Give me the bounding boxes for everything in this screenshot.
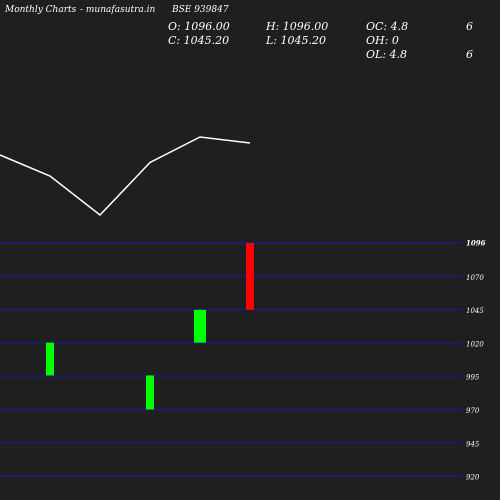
- y-tick-label: 970: [466, 407, 480, 415]
- candle-up: [46, 342, 54, 376]
- candle-up: [194, 309, 206, 343]
- candle-up: [146, 375, 154, 410]
- candles: [46, 243, 254, 410]
- price-axis: 1096 1070 1045 1020 995 970 945 920: [466, 239, 486, 482]
- grid-lines: [0, 242, 462, 477]
- symbol-label: BSE 939847: [172, 5, 229, 15]
- site-name: - munafasutra.in: [80, 5, 156, 15]
- ol-value: OL: 4.8: [366, 48, 408, 61]
- oc-extra-value: 6: [466, 20, 473, 33]
- y-tick-label: 995: [466, 374, 480, 382]
- overlay-series-line: [0, 136, 251, 217]
- low-value: L: 1045.20: [266, 34, 326, 47]
- ol-extra-value: 6: [466, 48, 473, 61]
- oc-value: OC: 4.8: [366, 20, 409, 33]
- y-tick-label: 1096: [466, 239, 486, 248]
- y-tick-label: 920: [466, 474, 480, 482]
- high-value: H: 1096.00: [266, 20, 329, 33]
- y-tick-label: 1020: [466, 340, 484, 348]
- open-value: O: 1096.00: [168, 20, 230, 33]
- overlay-line: [0, 136, 251, 217]
- y-tick-label: 1045: [466, 307, 484, 315]
- candle-down: [246, 243, 254, 310]
- oh-value: OH: 0: [366, 34, 399, 47]
- close-value: C: 1045.20: [168, 34, 230, 47]
- chart-title: Monthly Charts: [5, 5, 77, 15]
- y-tick-label: 1070: [466, 274, 484, 282]
- y-tick-label: 945: [466, 440, 480, 448]
